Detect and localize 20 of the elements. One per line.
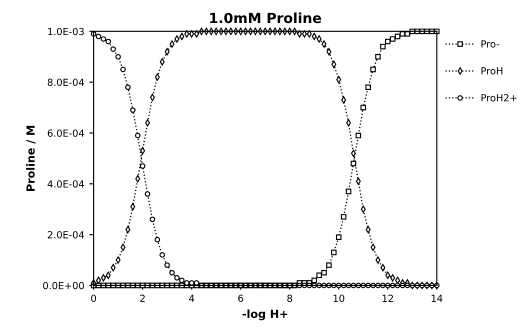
y-axis-title: Proline / M (26, 126, 36, 191)
legend-label: ProH2+ (482, 94, 517, 102)
y-tick-label: 8.0E-04 (48, 78, 84, 86)
x-tick-label: 0 (91, 294, 96, 302)
y-tick-label: 0.0E+00 (43, 282, 84, 290)
y-tick-label: 4.0E-04 (48, 180, 84, 188)
y-tick-label: 6.0E-04 (48, 129, 84, 137)
x-tick-label: 6 (238, 294, 244, 302)
legend-label: ProH (482, 67, 502, 75)
x-tick-label: 14 (432, 294, 442, 302)
legend-label: Pro- (482, 40, 500, 48)
chart-title: 1.0mM Proline (210, 12, 322, 24)
x-tick-label: 2 (140, 294, 145, 302)
x-axis-title: -log H+ (242, 309, 288, 320)
y-tick-label: 2.0E-04 (48, 231, 84, 238)
x-tick-label: 4 (189, 294, 194, 302)
x-tick-label: 8 (287, 294, 292, 302)
x-tick-label: 12 (382, 294, 393, 302)
y-tick-label: 1.0E-03 (48, 28, 84, 36)
x-tick-label: 10 (334, 294, 344, 302)
